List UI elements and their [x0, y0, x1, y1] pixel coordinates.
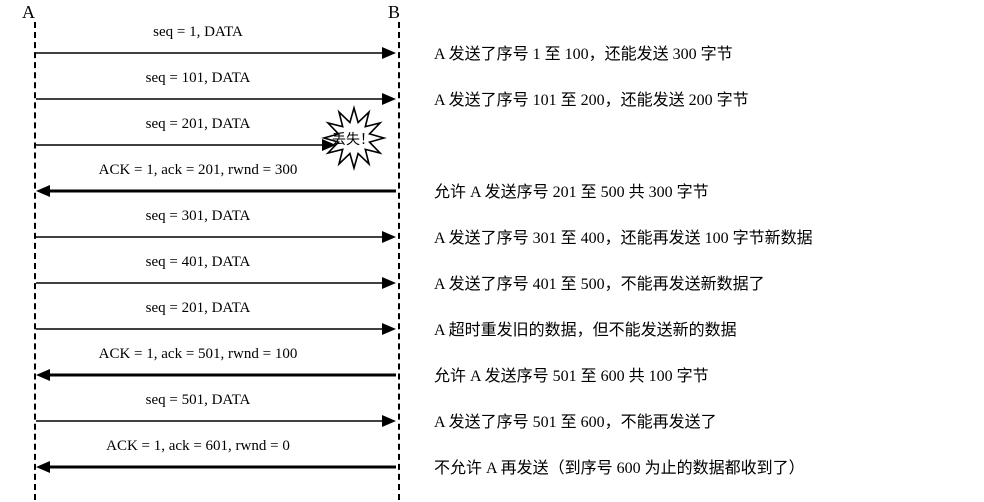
- message-label: ACK = 1, ack = 601, rwnd = 0: [0, 438, 396, 455]
- message-arrow: [36, 366, 396, 384]
- annotation-text: A 发送了序号 501 至 600，不能再发送了: [434, 408, 717, 432]
- message-arrow: [36, 320, 396, 338]
- message-row: seq = 201, DATA: [0, 114, 984, 160]
- message-row: seq = 301, DATA A 发送了序号 301 至 400，还能再发送 1…: [0, 206, 984, 252]
- message-label: ACK = 1, ack = 501, rwnd = 100: [0, 346, 396, 363]
- burst-label: 丢失！: [332, 129, 374, 149]
- message-arrow: [36, 44, 396, 62]
- message-row: ACK = 1, ack = 201, rwnd = 300允许 A 发送序号 …: [0, 160, 984, 206]
- message-row: ACK = 1, ack = 601, rwnd = 0 不允许 A 再发送（到序…: [0, 436, 984, 482]
- annotation-text: A 发送了序号 101 至 200，还能发送 200 字节: [434, 86, 749, 110]
- message-label: seq = 101, DATA: [0, 70, 396, 87]
- message-label: seq = 401, DATA: [0, 254, 396, 271]
- message-row: seq = 101, DATA A 发送了序号 101 至 200，还能发送 20…: [0, 68, 984, 114]
- message-row: seq = 401, DATA A 发送了序号 401 至 500，不能再发送新数…: [0, 252, 984, 298]
- annotation-text: A 发送了序号 1 至 100，还能发送 300 字节: [434, 40, 733, 64]
- annotation-text: A 超时重发旧的数据，但不能发送新的数据: [434, 316, 737, 340]
- message-row: seq = 501, DATA A 发送了序号 501 至 600，不能再发送了: [0, 390, 984, 436]
- message-row: seq = 201, DATA A 超时重发旧的数据，但不能发送新的数据: [0, 298, 984, 344]
- message-arrow: [36, 228, 396, 246]
- sequence-diagram: A B seq = 1, DATA A 发送了序号 1 至 100，还能发送 30…: [0, 0, 984, 502]
- message-row: seq = 1, DATA A 发送了序号 1 至 100，还能发送 300 字节: [0, 22, 984, 68]
- message-arrow: [36, 182, 396, 200]
- annotation-text: 允许 A 发送序号 501 至 600 共 100 字节: [434, 362, 709, 386]
- message-label: seq = 301, DATA: [0, 208, 396, 225]
- message-arrow: [36, 412, 396, 430]
- annotation-text: 不允许 A 再发送（到序号 600 为止的数据都收到了）: [434, 454, 805, 478]
- endpoint-a-label: A: [22, 2, 35, 23]
- message-label: seq = 201, DATA: [0, 300, 396, 317]
- message-row: ACK = 1, ack = 501, rwnd = 100 允许 A 发送序号 …: [0, 344, 984, 390]
- message-arrow: [36, 274, 396, 292]
- message-label: seq = 1, DATA: [0, 24, 396, 41]
- annotation-text: A 发送了序号 401 至 500，不能再发送新数据了: [434, 270, 765, 294]
- endpoint-b-label: B: [388, 2, 400, 23]
- message-label: seq = 501, DATA: [0, 392, 396, 409]
- message-arrow: [36, 458, 396, 476]
- annotation-text: 允许 A 发送序号 201 至 500 共 300 字节: [434, 178, 709, 202]
- annotation-text: A 发送了序号 301 至 400，还能再发送 100 字节新数据: [434, 224, 813, 248]
